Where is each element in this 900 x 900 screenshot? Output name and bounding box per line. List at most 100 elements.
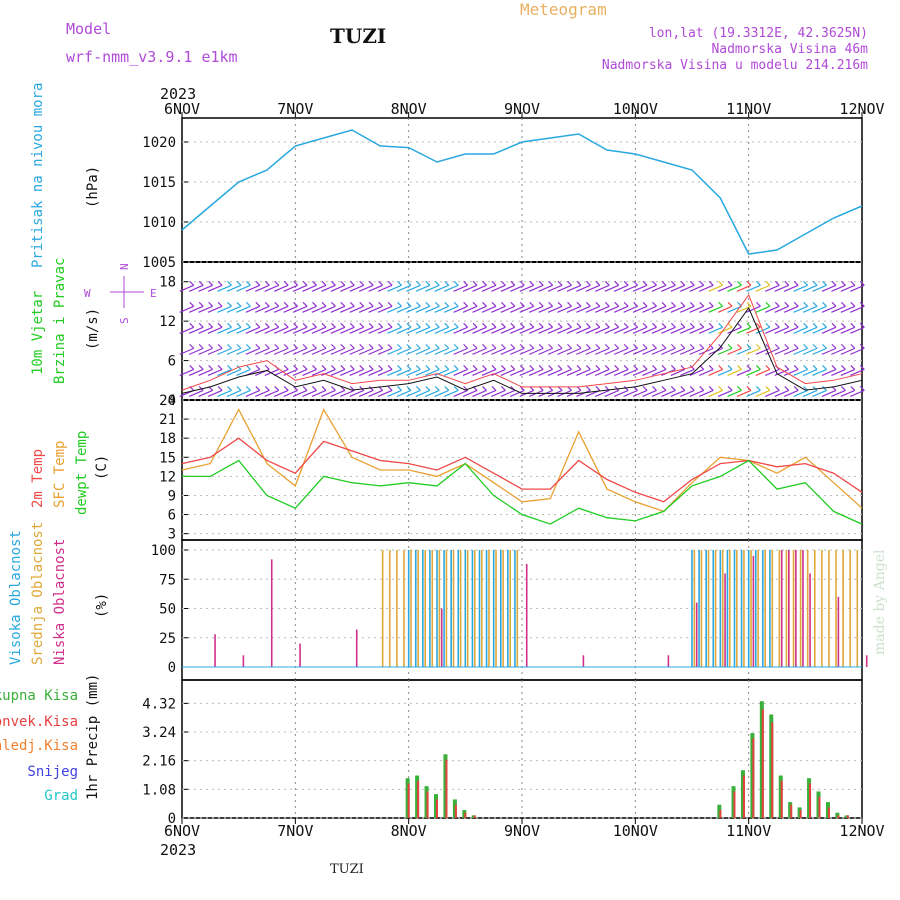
wind-arrow <box>443 389 459 397</box>
wind-arrow-head <box>831 301 837 307</box>
wind-arrow <box>519 305 534 313</box>
wind-arrow-head <box>349 322 355 328</box>
wind-arrow <box>576 326 591 334</box>
wind-arrow-head <box>312 322 317 328</box>
wind-arrow <box>840 326 856 334</box>
wind-arrow-head <box>312 280 317 286</box>
wind-arrow-head <box>708 343 714 349</box>
wind-arrow <box>207 347 223 355</box>
wind-arrow <box>595 389 610 397</box>
wind-arrow <box>179 326 194 334</box>
wind-arrow-head <box>812 280 818 286</box>
meteogram-title: Meteogram <box>520 0 607 19</box>
wind-arrow <box>755 305 771 313</box>
wind-arrow <box>207 368 223 376</box>
wind-arrow <box>642 389 657 397</box>
wind-arrow <box>812 305 827 313</box>
wind-arrow-head <box>415 386 421 391</box>
wind-arrow <box>330 347 346 355</box>
y-tick-label-4: 0 <box>168 660 176 676</box>
wind-arrow <box>698 326 714 334</box>
wind-arrow-head <box>312 343 317 349</box>
wind-arrow-head <box>765 280 771 286</box>
wind-arrow <box>434 326 449 334</box>
wind-arrow <box>698 284 714 292</box>
wind-arrow <box>802 284 818 292</box>
wind-arrow-head <box>699 343 705 349</box>
wind-arrow-head <box>604 301 610 307</box>
wind-arrow-head <box>293 364 299 370</box>
wind-arrow-head <box>718 386 724 391</box>
wind-arrow <box>585 305 601 313</box>
wind-arrow <box>585 347 601 355</box>
y-tick-label-3: 12 <box>159 469 176 485</box>
compass-north: N <box>118 263 131 270</box>
wind-arrow <box>387 305 402 313</box>
wind-arrow <box>406 368 421 376</box>
wind-arrow <box>689 368 704 376</box>
wind-arrow-head <box>774 280 780 286</box>
wind-arrow <box>462 305 478 313</box>
wind-arrow-head <box>217 322 223 328</box>
wind-arrow-head <box>387 386 393 391</box>
wind-arrow <box>651 347 667 355</box>
wind-arrow-head <box>387 322 393 328</box>
wind-arrow-head <box>453 280 459 286</box>
wind-arrow <box>349 368 364 376</box>
wind-arrow <box>632 368 648 376</box>
wind-arrow-head <box>245 343 251 349</box>
wind-arrow <box>491 347 506 355</box>
wind-arrow-head <box>444 386 450 391</box>
wind-arrow <box>264 305 279 313</box>
wind-arrow-head <box>548 343 554 349</box>
wind-arrow <box>368 347 383 355</box>
wind-arrow-head <box>340 301 346 307</box>
wind-arrow <box>670 347 686 355</box>
wind-arrow <box>793 305 808 313</box>
wind-arrow <box>302 389 317 397</box>
wind-arrow <box>188 326 204 334</box>
wind-arrow-head <box>604 364 610 370</box>
wind-arrow-head <box>822 322 827 328</box>
wind-arrow-head <box>623 364 629 370</box>
wind-arrow-head <box>793 301 799 307</box>
wind-arrow <box>396 326 412 334</box>
wind-arrow-head <box>689 280 695 286</box>
wind-arrow <box>226 305 242 313</box>
top-day-label: 12NOV <box>839 100 884 118</box>
wind-arrow-head <box>680 343 686 349</box>
wind-arrow <box>840 284 856 292</box>
wind-arrow <box>604 347 619 355</box>
dewpoint-line <box>182 459 863 525</box>
wind-arrow-head <box>595 280 601 286</box>
wind-arrow-head <box>340 322 346 328</box>
wind-arrow-head <box>236 280 242 286</box>
wind-arrow-head <box>784 343 790 349</box>
wind-arrow-head <box>208 301 214 307</box>
wind-arrow-head <box>822 343 827 349</box>
y-tick-label-5: 3.24 <box>142 725 176 741</box>
precip-conv-bar <box>436 799 438 818</box>
y-tick-label-3: 21 <box>159 412 176 428</box>
wind-arrow <box>472 305 487 313</box>
wind-arrow <box>661 326 676 334</box>
wind-arrow-head <box>330 386 336 391</box>
wind-arrow <box>292 284 308 292</box>
wind-arrow-head <box>444 343 450 349</box>
wind-arrow-head <box>444 280 450 286</box>
precip-conv-bar <box>799 810 802 818</box>
wind-arrow <box>604 389 619 397</box>
wind-arrow <box>783 326 799 334</box>
wind-arrow-head <box>774 343 780 349</box>
wind-arrow-head <box>482 301 487 307</box>
wind-arrow <box>302 305 317 313</box>
wind-arrow-head <box>472 343 478 349</box>
wind-arrow-head <box>633 364 639 370</box>
wind-arrow-head <box>604 343 610 349</box>
wind-arrow <box>292 347 308 355</box>
wind-arrow-head <box>727 301 733 307</box>
wind-arrow-head <box>661 343 667 349</box>
wind-arrow-head <box>642 386 648 391</box>
wind-arrow-head <box>255 322 261 328</box>
wind-arrow-head <box>774 301 780 307</box>
